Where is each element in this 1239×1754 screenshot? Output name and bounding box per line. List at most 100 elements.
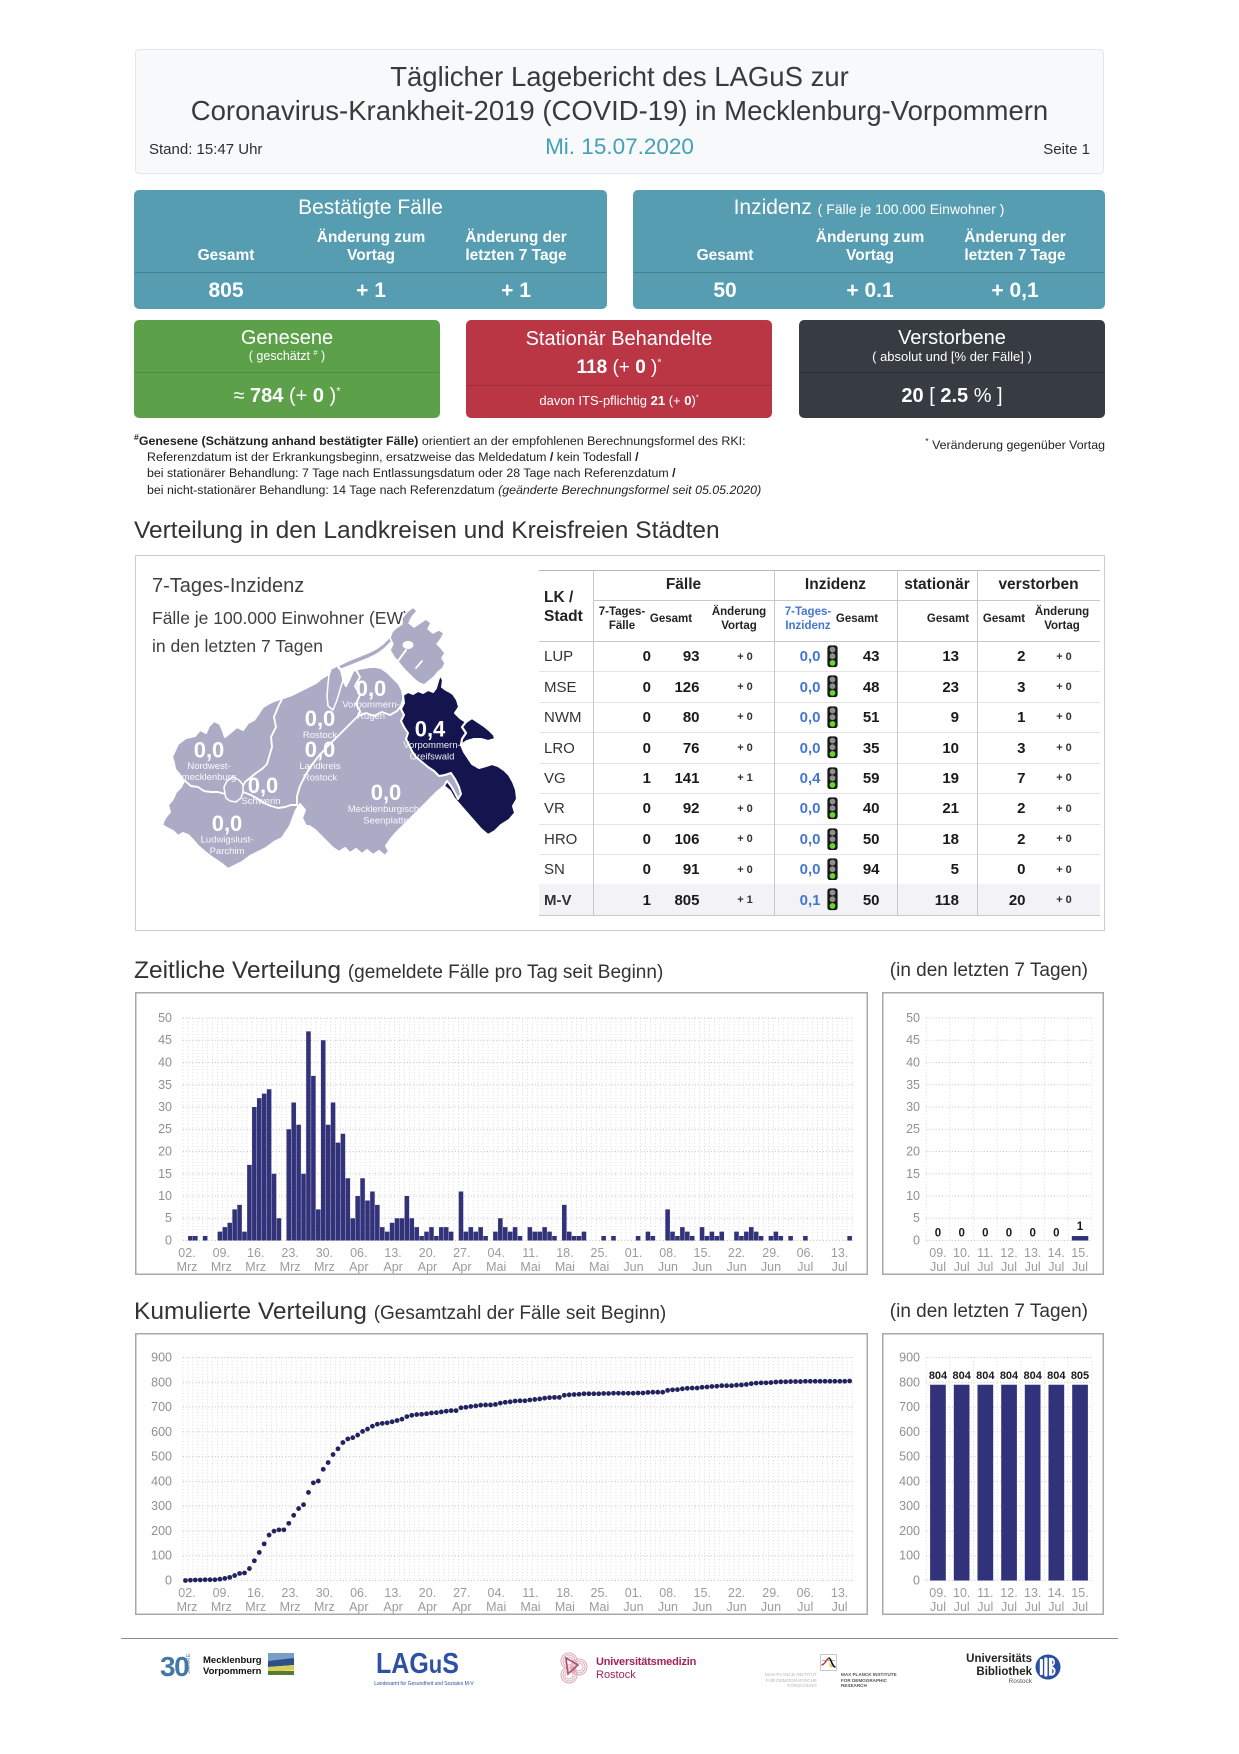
svg-text:Apr: Apr	[349, 1600, 368, 1614]
svg-text:200: 200	[151, 1524, 172, 1538]
svg-text:Parchim: Parchim	[210, 846, 245, 857]
svg-text:0: 0	[1053, 1228, 1059, 1240]
svg-text:35: 35	[158, 1078, 172, 1092]
svg-text:30: 30	[158, 1100, 172, 1114]
svg-text:1: 1	[1077, 1221, 1084, 1233]
svg-text:04.: 04.	[488, 1586, 505, 1600]
svg-text:18.: 18.	[556, 1586, 573, 1600]
svg-text:Rostock: Rostock	[303, 773, 338, 784]
svg-text:40: 40	[158, 1056, 172, 1070]
svg-text:25: 25	[158, 1122, 172, 1136]
svg-text:Jun: Jun	[761, 1600, 781, 1614]
svg-text:14.: 14.	[1048, 1246, 1065, 1260]
svg-text:16.: 16.	[247, 1246, 264, 1260]
svg-text:804: 804	[1047, 1370, 1066, 1382]
svg-text:Jul: Jul	[832, 1600, 848, 1614]
svg-text:600: 600	[899, 1425, 920, 1439]
svg-text:02.: 02.	[178, 1246, 195, 1260]
svg-text:5: 5	[913, 1211, 920, 1225]
svg-text:09.: 09.	[213, 1586, 230, 1600]
svg-text:15.: 15.	[694, 1586, 711, 1600]
svg-text:Jul: Jul	[930, 1600, 946, 1614]
svg-text:Mai: Mai	[486, 1260, 506, 1274]
svg-text:29.: 29.	[762, 1586, 779, 1600]
svg-text:0,0: 0,0	[356, 676, 387, 701]
svg-text:25.: 25.	[591, 1246, 608, 1260]
svg-text:Rostock: Rostock	[303, 730, 338, 741]
svg-text:11.: 11.	[977, 1586, 993, 1600]
svg-text:700: 700	[899, 1400, 920, 1414]
svg-text:27.: 27.	[453, 1586, 470, 1600]
svg-text:Mai: Mai	[555, 1260, 575, 1274]
svg-text:Jul: Jul	[1072, 1600, 1088, 1614]
svg-text:0: 0	[958, 1228, 964, 1240]
svg-text:29.: 29.	[762, 1246, 779, 1260]
svg-text:Greifswald: Greifswald	[410, 752, 455, 763]
svg-text:Vorpommern-: Vorpommern-	[403, 740, 461, 751]
svg-text:Jul: Jul	[977, 1600, 993, 1614]
svg-text:13.: 13.	[384, 1586, 401, 1600]
svg-text:Mrz: Mrz	[177, 1600, 198, 1614]
svg-text:Landkreis: Landkreis	[299, 761, 340, 772]
svg-text:900: 900	[899, 1351, 920, 1365]
svg-text:5: 5	[165, 1211, 172, 1225]
svg-text:Vorpommern-: Vorpommern-	[342, 700, 400, 711]
svg-text:30.: 30.	[316, 1586, 333, 1600]
svg-text:Mai: Mai	[555, 1600, 575, 1614]
svg-text:400: 400	[899, 1474, 920, 1488]
svg-text:10.: 10.	[953, 1586, 970, 1600]
svg-text:25.: 25.	[591, 1586, 608, 1600]
svg-text:Apr: Apr	[383, 1600, 402, 1614]
svg-text:Apr: Apr	[452, 1600, 471, 1614]
svg-text:15.: 15.	[694, 1246, 711, 1260]
svg-text:Mrz: Mrz	[211, 1260, 232, 1274]
svg-text:13.: 13.	[1024, 1246, 1041, 1260]
svg-text:Jul: Jul	[977, 1260, 993, 1274]
svg-text:Mrz: Mrz	[280, 1600, 301, 1614]
svg-text:Jun: Jun	[623, 1260, 643, 1274]
svg-text:Schwerin: Schwerin	[241, 796, 280, 807]
svg-text:45: 45	[906, 1033, 920, 1047]
svg-text:Ludwigslust-: Ludwigslust-	[201, 835, 254, 846]
svg-text:13.: 13.	[831, 1586, 848, 1600]
svg-text:11.: 11.	[522, 1586, 538, 1600]
svg-text:Jun: Jun	[692, 1260, 712, 1274]
svg-text:804: 804	[953, 1370, 972, 1382]
svg-text:18.: 18.	[556, 1246, 573, 1260]
svg-text:0,0: 0,0	[305, 706, 336, 731]
svg-text:10.: 10.	[953, 1246, 970, 1260]
svg-text:Jul: Jul	[954, 1600, 970, 1614]
svg-text:15: 15	[158, 1167, 172, 1181]
svg-text:13.: 13.	[831, 1246, 848, 1260]
svg-text:600: 600	[151, 1425, 172, 1439]
svg-text:09.: 09.	[213, 1246, 230, 1260]
svg-text:Mrz: Mrz	[211, 1600, 232, 1614]
svg-text:300: 300	[899, 1499, 920, 1513]
svg-text:700: 700	[151, 1400, 172, 1414]
svg-text:Jun: Jun	[727, 1600, 747, 1614]
svg-text:mecklenburg: mecklenburg	[182, 772, 236, 783]
svg-text:Jul: Jul	[954, 1260, 970, 1274]
svg-text:Rügen: Rügen	[357, 711, 385, 722]
svg-text:804: 804	[1000, 1370, 1019, 1382]
svg-text:20.: 20.	[419, 1246, 436, 1260]
svg-text:800: 800	[151, 1375, 172, 1389]
svg-text:Apr: Apr	[418, 1260, 437, 1274]
svg-text:Mrz: Mrz	[177, 1260, 198, 1274]
svg-text:0,0: 0,0	[212, 811, 243, 836]
svg-text:Jul: Jul	[1072, 1260, 1088, 1274]
svg-text:0,0: 0,0	[371, 780, 402, 805]
svg-text:0,0: 0,0	[305, 737, 336, 762]
svg-text:Jun: Jun	[727, 1260, 747, 1274]
svg-text:Apr: Apr	[349, 1260, 368, 1274]
svg-text:09.: 09.	[929, 1586, 946, 1600]
svg-text:805: 805	[1071, 1370, 1089, 1382]
svg-text:Mrz: Mrz	[280, 1260, 301, 1274]
svg-text:12.: 12.	[1000, 1246, 1017, 1260]
svg-text:Mai: Mai	[520, 1260, 540, 1274]
svg-text:800: 800	[899, 1375, 920, 1389]
svg-text:04.: 04.	[488, 1246, 505, 1260]
svg-text:Mrz: Mrz	[314, 1600, 335, 1614]
svg-text:0: 0	[1006, 1228, 1012, 1240]
svg-text:Mai: Mai	[486, 1600, 506, 1614]
